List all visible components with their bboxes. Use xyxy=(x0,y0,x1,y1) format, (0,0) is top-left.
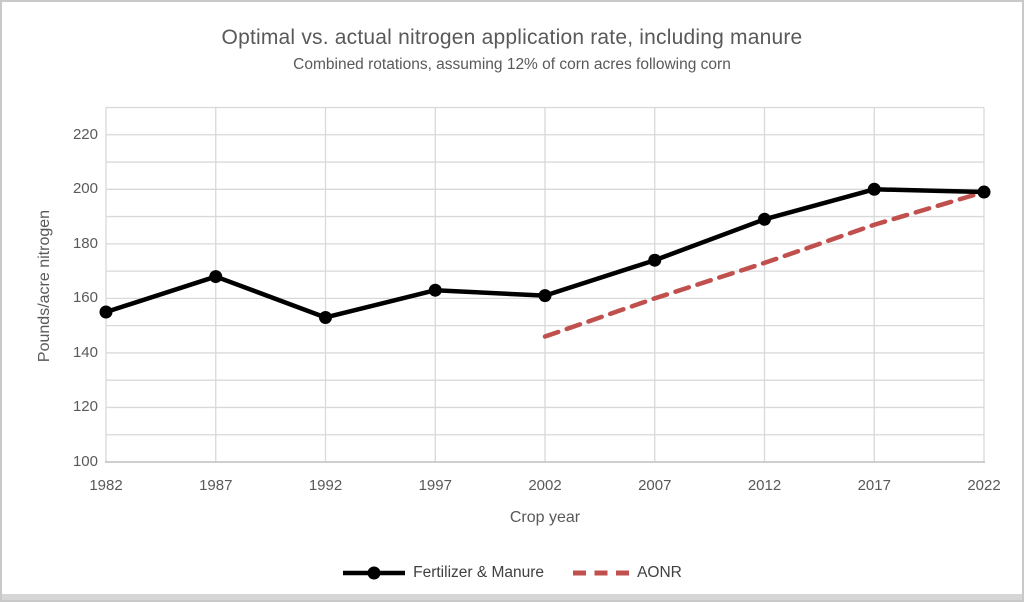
x-tick-label: 2007 xyxy=(638,477,672,494)
x-axis-title: Crop year xyxy=(509,509,581,526)
y-tick-label: 140 xyxy=(72,343,98,361)
x-tick-label: 2017 xyxy=(857,477,891,494)
y-tick-label: 120 xyxy=(72,398,98,416)
data-point-marker xyxy=(209,270,223,284)
x-tick-label: 1992 xyxy=(308,477,343,494)
data-point-marker xyxy=(538,289,552,303)
legend-label: AONR xyxy=(637,564,682,581)
x-tick-label: 1987 xyxy=(199,477,233,494)
window-bottom-edge xyxy=(2,594,1022,600)
chart-title: Optimal vs. actual nitrogen application … xyxy=(221,26,803,49)
legend-dashed-line-icon xyxy=(573,570,630,576)
y-axis-title: Pounds/acre nitrogen xyxy=(36,209,53,363)
x-tick-label: 1997 xyxy=(418,477,452,494)
data-point-marker xyxy=(648,253,662,267)
data-point-marker xyxy=(99,305,113,319)
legend-solid-line-marker-icon xyxy=(343,566,406,580)
y-tick-label: 100 xyxy=(72,453,98,470)
y-tick-label: 200 xyxy=(72,180,98,198)
legend-label: Fertilizer & Manure xyxy=(413,564,545,581)
y-tick-label: 180 xyxy=(72,234,98,252)
y-tick-label: 160 xyxy=(72,289,98,307)
y-tick-label: 220 xyxy=(72,125,98,143)
x-tick-label: 2002 xyxy=(528,477,562,494)
data-point-marker xyxy=(977,185,991,199)
data-point-marker xyxy=(867,182,881,196)
chart-subtitle: Combined rotations, assuming 12% of corn… xyxy=(293,56,731,73)
data-point-marker xyxy=(428,283,442,297)
legend-item-aonr: AONR xyxy=(572,564,682,582)
x-tick-label: 2022 xyxy=(967,477,1001,494)
chart-legend: Fertilizer & Manure AONR xyxy=(2,560,1022,586)
x-tick-label: 1982 xyxy=(89,477,123,494)
data-point-marker xyxy=(319,310,332,324)
x-tick-label: 2012 xyxy=(747,477,782,494)
data-point-marker xyxy=(758,212,771,226)
series-line-aonr xyxy=(542,189,987,339)
legend-item-fertilizer-manure: Fertilizer & Manure xyxy=(342,564,544,582)
